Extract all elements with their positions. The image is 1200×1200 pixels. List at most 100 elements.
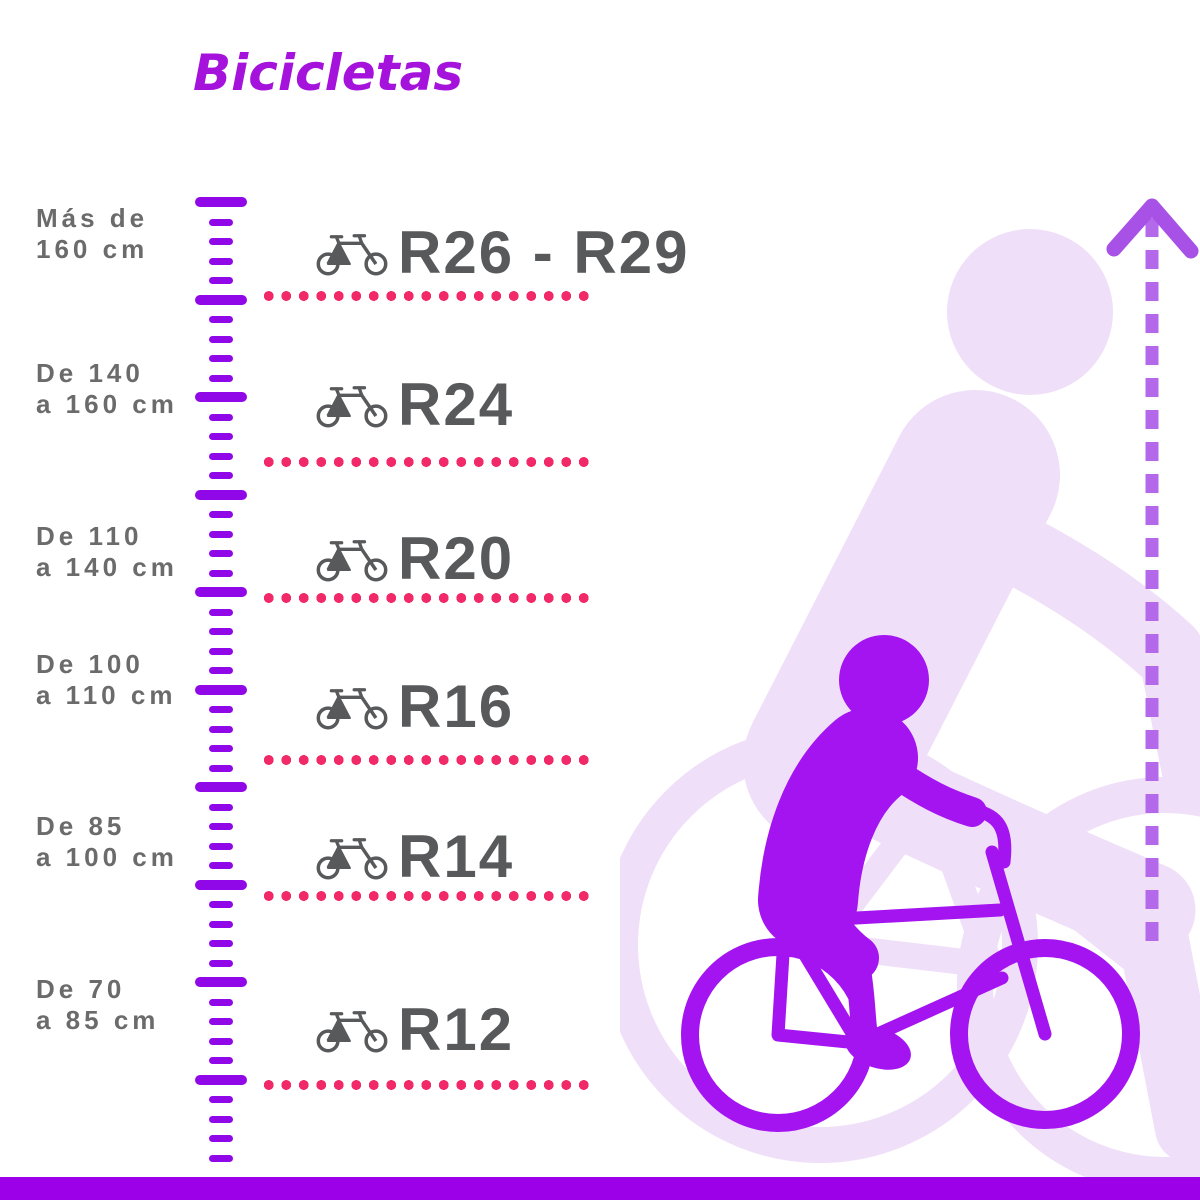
adult-shin: [1113, 875, 1200, 1163]
ruler-tick: [209, 550, 233, 557]
dotted-divider: [260, 890, 594, 902]
page-title: Bicicletas: [193, 44, 464, 102]
height-range-label: De 140 a 160 cm: [36, 358, 206, 420]
ruler-tick: [209, 1135, 233, 1142]
adult-head: [947, 229, 1113, 395]
wheel-size-label: R24: [398, 370, 515, 438]
ruler-tick: [209, 413, 233, 421]
ruler-tick: [209, 862, 233, 869]
bicycle-icon: [316, 379, 388, 429]
rider-arm: [865, 747, 987, 827]
ruler-tick: [209, 1018, 233, 1025]
height-range-line: a 85 cm: [36, 1005, 160, 1035]
height-range-line: De 70: [36, 974, 126, 1004]
bottom-bar: [0, 1177, 1200, 1200]
ruler-tick: [209, 1057, 233, 1064]
dotted-divider: [260, 754, 594, 766]
wheel-size-label: R12: [398, 995, 515, 1063]
ruler-tick: [209, 433, 233, 440]
height-ruler: [195, 197, 247, 1172]
wheel-size-row: R20: [316, 522, 514, 594]
rider-head: [839, 635, 929, 725]
ruler-tick: [209, 842, 233, 850]
ruler-tick: [209, 920, 233, 928]
ruler-tick: [209, 257, 233, 265]
ruler-tick: [209, 803, 233, 811]
ruler-tick: [209, 940, 233, 947]
wheel-size-row: R14: [316, 820, 514, 892]
ruler-tick: [209, 238, 233, 245]
height-range-line: a 160 cm: [36, 389, 178, 419]
height-range-label: De 85 a 100 cm: [36, 811, 206, 873]
wheel-size-row: R26 - R29: [316, 216, 689, 288]
wheel-size-label: R16: [398, 672, 515, 740]
ruler-tick: [195, 294, 247, 305]
ruler-tick: [209, 374, 233, 382]
ruler-tick: [209, 277, 233, 284]
ruler-tick: [209, 764, 233, 772]
height-range-line: Más de: [36, 203, 149, 233]
ruler-tick: [195, 782, 247, 792]
growth-arrow-icon: [1106, 198, 1199, 945]
ruler-tick: [209, 725, 233, 733]
ruler-tick: [209, 959, 233, 967]
height-range-line: a 100 cm: [36, 842, 178, 872]
ruler-tick: [195, 489, 247, 500]
rider-shin: [843, 945, 877, 1041]
height-range-line: De 85: [36, 811, 126, 841]
height-range-line: a 140 cm: [36, 552, 178, 582]
bicycle-icon: [316, 681, 388, 731]
ruler-tick: [209, 823, 233, 830]
height-range-label: De 100 a 110 cm: [36, 649, 206, 711]
ruler-tick: [209, 530, 233, 538]
ruler-tick: [209, 998, 233, 1006]
ruler-tick: [209, 1037, 233, 1045]
ruler-tick: [209, 667, 233, 674]
adult-forearm: [1138, 622, 1200, 802]
height-range-line: a 110 cm: [36, 680, 177, 710]
ruler-tick: [209, 745, 233, 752]
ruler-tick: [209, 1115, 233, 1123]
ruler-tick: [209, 706, 233, 713]
ruler-tick: [209, 472, 233, 479]
ruler-tick: [195, 879, 247, 890]
ruler-tick: [195, 684, 247, 695]
dotted-divider: [260, 456, 594, 468]
ruler-tick: [209, 452, 233, 460]
bicycle-icon: [316, 1004, 388, 1054]
ruler-tick: [209, 628, 233, 635]
ruler-tick: [209, 647, 233, 655]
ruler-tick: [209, 511, 233, 518]
adult-bike-frame: [807, 773, 1178, 998]
ruler-tick: [195, 587, 247, 597]
arrow-head: [1106, 198, 1199, 259]
wheel-size-row: R12: [316, 993, 514, 1065]
bicycle-icon: [316, 227, 388, 277]
height-range-line: 160 cm: [36, 234, 149, 264]
wheel-size-row: R24: [316, 368, 514, 440]
ruler-tick: [209, 901, 233, 908]
bike-front-wheel: [950, 939, 1140, 1129]
height-range-line: De 140: [36, 358, 144, 388]
ruler-tick: [209, 1154, 233, 1162]
ruler-tick: [195, 197, 247, 207]
wheel-size-label: R20: [398, 524, 515, 592]
bicycle-icon: [316, 533, 388, 583]
wheel-size-row: R16: [316, 670, 514, 742]
wheel-size-label: R26 - R29: [398, 218, 690, 286]
dotted-divider: [260, 290, 594, 302]
ruler-tick: [209, 335, 233, 343]
ruler-tick: [195, 392, 247, 402]
bicycle-icon: [316, 831, 388, 881]
rider-foot: [845, 1026, 911, 1070]
ruler-tick: [209, 1096, 233, 1103]
height-range-label: De 70 a 85 cm: [36, 974, 206, 1036]
dotted-divider: [260, 1079, 594, 1091]
height-range-line: De 100: [36, 649, 144, 679]
ruler-tick: [209, 569, 233, 577]
height-range-label: Más de 160 cm: [36, 203, 206, 265]
height-range-label: De 110 a 140 cm: [36, 521, 206, 583]
rider-torso: [758, 708, 918, 950]
ruler-tick: [209, 355, 233, 362]
height-range-line: De 110: [36, 521, 143, 551]
